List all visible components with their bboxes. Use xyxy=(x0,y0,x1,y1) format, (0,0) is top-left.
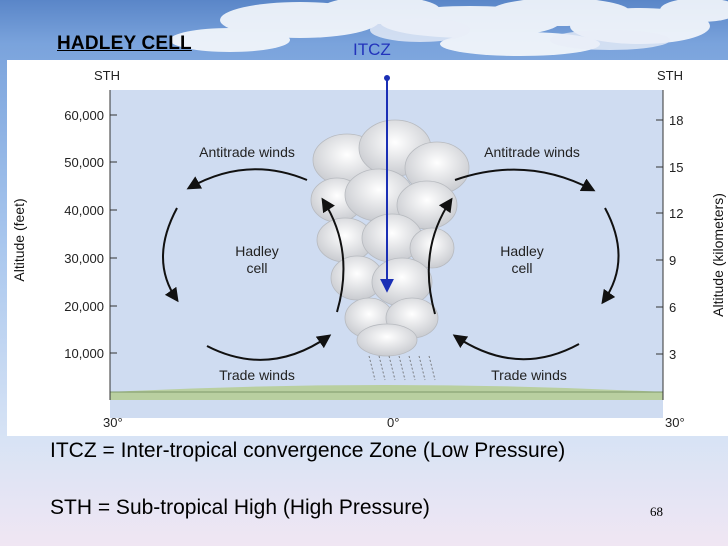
right-tick-label: 6 xyxy=(669,300,676,315)
rain-icon xyxy=(368,355,436,381)
right-cell-circulation-arrows xyxy=(427,168,620,361)
right-hadley-cell-label-line1: Hadley xyxy=(500,243,544,259)
left-tick-label: 20,000 xyxy=(64,299,104,314)
sth-definition: STH = Sub-tropical High (High Pressure) xyxy=(50,496,430,519)
cumulonimbus-cloud-icon xyxy=(310,119,470,357)
left-tick-label: 60,000 xyxy=(64,108,104,123)
slide-title: HADLEY CELL xyxy=(57,33,192,54)
right-tick-label: 12 xyxy=(669,206,683,221)
right-tick-label: 15 xyxy=(669,160,683,175)
right-axis-title: Altitude (kilometers) xyxy=(710,193,726,317)
right-hadley-cell-label-line2: cell xyxy=(511,260,532,276)
left-hadley-cell-label-line1: Hadley xyxy=(235,243,279,259)
left-tick-label: 10,000 xyxy=(64,346,104,361)
diagram-canvas: 60,000 50,000 40,000 30,000 20,000 10,00… xyxy=(11,68,726,430)
page-number: 68 xyxy=(650,504,663,519)
bottom-label-right: 30° xyxy=(665,415,685,430)
sky-clouds-background xyxy=(170,0,728,56)
right-sth-label: STH xyxy=(657,68,683,83)
right-tick-label: 3 xyxy=(669,347,676,362)
left-tick-label: 50,000 xyxy=(64,155,104,170)
bottom-label-center: 0° xyxy=(387,415,399,430)
left-tick-label: 30,000 xyxy=(64,251,104,266)
right-trade-winds-label: Trade winds xyxy=(491,367,567,383)
itcz-label: ITCZ xyxy=(353,40,391,59)
right-antitrade-label: Antitrade winds xyxy=(484,144,580,160)
left-tick-label: 40,000 xyxy=(64,203,104,218)
left-axis-ticks xyxy=(110,114,117,354)
left-trade-winds-label: Trade winds xyxy=(219,367,295,383)
left-hadley-cell-label-line2: cell xyxy=(246,260,267,276)
left-cell-circulation-arrows xyxy=(162,168,345,361)
itcz-definition: ITCZ = Inter-tropical convergence Zone (… xyxy=(50,439,566,462)
left-antitrade-label: Antitrade winds xyxy=(199,144,295,160)
right-tick-label: 18 xyxy=(669,113,683,128)
right-axis-ticks xyxy=(656,119,663,355)
left-sth-label: STH xyxy=(94,68,120,83)
left-axis-title: Altitude (feet) xyxy=(11,198,27,281)
right-tick-label: 9 xyxy=(669,253,676,268)
bottom-label-left: 30° xyxy=(103,415,123,430)
hadley-cell-diagram: 60,000 50,000 40,000 30,000 20,000 10,00… xyxy=(7,60,728,436)
